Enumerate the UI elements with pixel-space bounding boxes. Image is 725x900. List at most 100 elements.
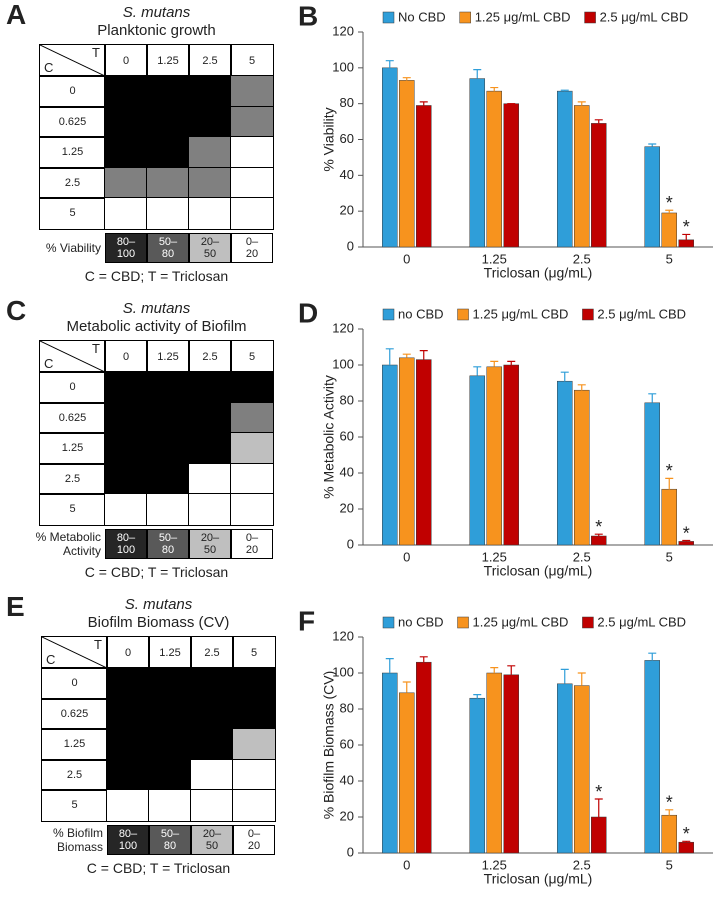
panel-label: A <box>6 0 27 30</box>
corner-diagonal <box>40 45 105 76</box>
significance-marker: * <box>595 782 602 802</box>
error-bar <box>560 668 569 684</box>
bar <box>503 674 519 854</box>
error-bar <box>402 681 411 693</box>
heatmap-cell <box>106 789 150 822</box>
bar <box>644 660 660 854</box>
heatmap-cell <box>230 493 274 526</box>
legend-swatch: 50–80 <box>149 824 191 855</box>
heatmap-cell <box>104 136 148 169</box>
row-label: 5 <box>39 493 106 526</box>
error-bar <box>419 656 428 663</box>
heatmap-cell <box>232 728 276 761</box>
heatmap-cell <box>148 789 192 822</box>
y-tick-label: 40 <box>340 167 354 182</box>
bar <box>574 389 590 546</box>
heatmap-title: Planktonic growth <box>97 22 216 39</box>
legend-label: 2.5 μg/mL CBD <box>597 614 686 629</box>
y-tick-label: 100 <box>332 664 354 679</box>
heatmap-cell <box>230 105 274 138</box>
y-tick-label: 0 <box>347 536 354 551</box>
heatmap-cell <box>146 197 190 230</box>
legend-label: No CBD <box>398 9 446 24</box>
y-tick-label: 120 <box>332 628 354 643</box>
bar <box>382 672 398 854</box>
legend-swatch: 20–50 <box>189 232 231 263</box>
legend-swatch: 0–20 <box>231 528 273 559</box>
heatmap-cell <box>230 136 274 169</box>
y-tick-label: 120 <box>332 320 354 335</box>
heatmap-cell <box>146 136 190 169</box>
row-label: 0 <box>39 75 106 108</box>
corner-diagonal <box>40 341 105 372</box>
bar <box>399 80 415 248</box>
organism: S. mutans <box>122 300 191 317</box>
legend-swatch <box>457 308 469 321</box>
error-bar <box>648 652 657 661</box>
panel-label: C <box>6 295 27 326</box>
column-label cell: 5 <box>230 340 274 373</box>
y-tick-label: 60 <box>340 131 354 146</box>
legend-swatch: 80–100 <box>105 232 147 263</box>
heatmap-cell <box>190 758 234 791</box>
error-bar <box>490 667 499 673</box>
heatmap-cell <box>148 697 192 730</box>
bar <box>661 488 677 546</box>
bar <box>469 697 485 854</box>
column-label cell: 5 <box>230 44 274 77</box>
y-tick-label: 0 <box>347 238 354 253</box>
heatmap-cell <box>106 697 150 730</box>
error-bar <box>385 348 394 365</box>
bar <box>678 239 694 248</box>
heatmap-cell <box>188 105 232 138</box>
y-tick-label: 20 <box>340 500 354 515</box>
error-bar <box>577 101 586 106</box>
legend-swatch <box>382 308 395 321</box>
heatmap-cell <box>188 136 232 169</box>
panel-label: F <box>298 605 315 636</box>
bar <box>661 212 677 248</box>
legend-label: no CBD <box>398 614 444 629</box>
heatmap-cell <box>232 667 276 700</box>
heatmap-cell <box>190 697 234 730</box>
y-tick-label: 100 <box>332 59 354 74</box>
y-tick-label: 100 <box>332 356 354 371</box>
error-bar <box>648 143 657 147</box>
y-tick-label: 20 <box>340 808 354 823</box>
heatmap-cell <box>190 789 234 822</box>
row-label: 0.625 <box>39 105 106 138</box>
col-header: T <box>92 341 100 356</box>
y-tick-label: 40 <box>340 772 354 787</box>
y-tick-label: 20 <box>340 203 354 218</box>
legend-swatch <box>459 11 471 24</box>
x-tick-label: 5 <box>666 251 673 266</box>
heatmap-cell <box>146 75 190 108</box>
bar <box>503 364 519 546</box>
legend-title: % Biofilm Biomass <box>52 825 103 854</box>
heatmap-cell <box>146 166 190 199</box>
heatmap-cell <box>230 197 274 230</box>
column-label cell: 2.5 <box>188 44 232 77</box>
heatmap-title: Metabolic activity of Biofilm <box>66 318 247 335</box>
error-bar <box>473 694 482 699</box>
y-axis-label: % Metabolic Activity <box>321 375 337 499</box>
error-bar <box>560 89 569 92</box>
error-bar <box>682 840 691 843</box>
y-axis-label: % Viability <box>321 107 337 171</box>
x-tick-label: 5 <box>666 857 673 872</box>
heatmap-cell <box>188 197 232 230</box>
significance-marker: * <box>666 193 673 213</box>
heatmap-cell <box>232 758 276 791</box>
row-label: 2.5 <box>41 758 108 791</box>
error-bar <box>682 233 691 240</box>
error-bar <box>419 101 428 106</box>
bar <box>557 683 573 854</box>
panel-label: D <box>298 297 318 328</box>
heatmap-cell <box>146 462 190 495</box>
legend-swatch: 20–50 <box>189 528 231 559</box>
heatmap-cell <box>106 728 150 761</box>
col-header: T <box>92 45 100 60</box>
error-bar <box>419 350 428 360</box>
column-label cell: 0 <box>104 44 148 77</box>
